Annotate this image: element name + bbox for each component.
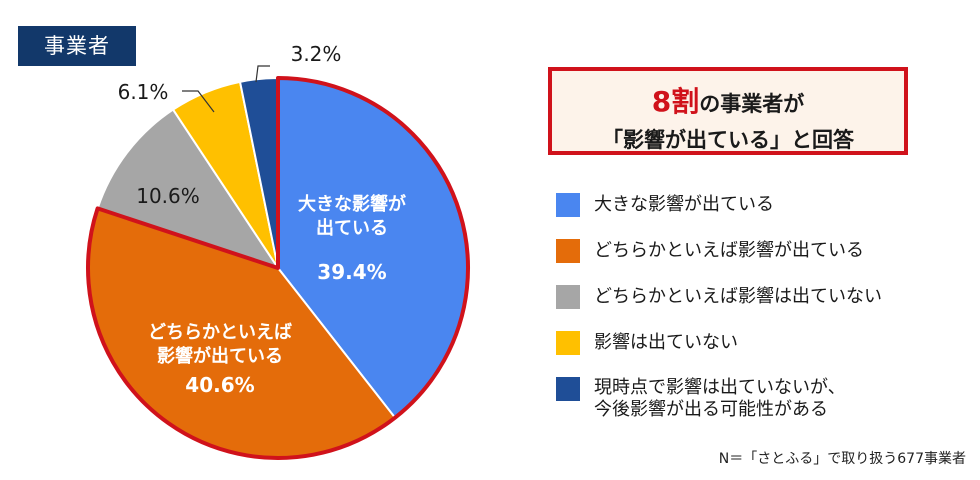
leader-line — [182, 90, 215, 113]
legend-swatch — [556, 285, 580, 309]
legend-swatch — [556, 331, 580, 355]
callout-line-1: 8割の事業者が — [552, 80, 904, 120]
pie-slice — [96, 108, 281, 270]
legend-item: 大きな影響が出ている — [556, 193, 966, 239]
legend-swatch — [556, 239, 580, 263]
summary-callout: 8割の事業者が 「影響が出ている」と回答 — [548, 67, 908, 155]
slice-value-label: 39.4% — [317, 260, 386, 284]
legend-item: どちらかといえば影響は出ていない — [556, 285, 966, 331]
highlight-outline — [86, 76, 470, 460]
legend-item: どちらかといえば影響が出ている — [556, 239, 966, 285]
legend-item: 現時点で影響は出ていないが、 今後影響が出る可能性がある — [556, 377, 966, 423]
callout-line-2: 「影響が出ている」と回答 — [602, 128, 854, 152]
legend-swatch — [556, 193, 580, 217]
legend-label: どちらかといえば影響が出ている — [594, 240, 864, 261]
legend-item: 影響は出ていない — [556, 331, 966, 377]
callout-highlight: 8割 — [651, 85, 700, 118]
chart-legend: 大きな影響が出ている どちらかといえば影響が出ている どちらかといえば影響は出て… — [556, 193, 966, 423]
leader-line — [255, 65, 270, 83]
slice-value-label: 3.2% — [291, 42, 342, 66]
slice-value-label: 6.1% — [118, 80, 169, 104]
legend-label-line: 現時点で影響は出ていないが、 — [594, 377, 846, 398]
slice-value-label: 40.6% — [185, 373, 254, 397]
callout-line-1-rest: の事業者が — [699, 92, 805, 116]
legend-label: 大きな影響が出ている — [594, 194, 774, 215]
legend-label: どちらかといえば影響は出ていない — [594, 286, 882, 307]
legend-swatch — [556, 377, 580, 401]
slice-inner-label: どちらかといえば — [148, 322, 292, 343]
pie-chart: 大きな影響が出ている 39.4% どちらかといえば影響が出ている 40.6% 10.6%… — [86, 42, 470, 460]
slice-inner-label: 大きな影響が — [298, 193, 406, 215]
slice-inner-label: 影響が出ている — [157, 345, 283, 367]
legend-label: 影響は出ていない — [594, 332, 738, 353]
legend-label-line: 今後影響が出る可能性がある — [594, 399, 828, 420]
sample-size-note: N＝「さとふる」で取り扱う677事業者 — [718, 451, 966, 467]
slice-value-label: 10.6% — [136, 184, 200, 208]
legend-label: 現時点で影響は出ていないが、 今後影響が出る可能性がある — [594, 377, 846, 421]
category-tag: 事業者 — [18, 26, 136, 66]
slice-inner-label: 出ている — [316, 217, 388, 239]
